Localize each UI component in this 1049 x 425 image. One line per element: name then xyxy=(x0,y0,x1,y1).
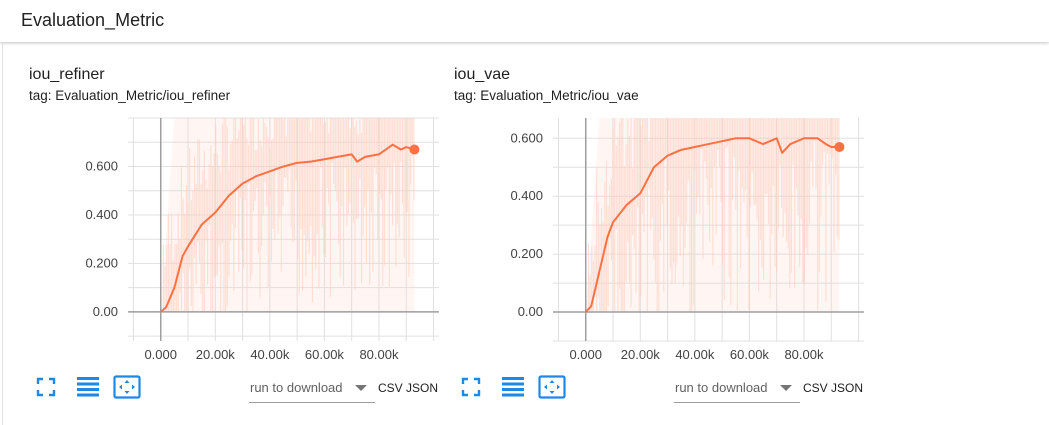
x-tick-label: 0.000 xyxy=(569,347,602,361)
x-tick-label: 20.00k xyxy=(621,347,661,361)
x-tick-label: 40.00k xyxy=(250,347,290,361)
json-link[interactable]: JSON xyxy=(831,381,864,395)
fit-domain-icon[interactable] xyxy=(538,374,566,400)
series-endpoint xyxy=(409,144,420,155)
csv-link[interactable]: CSV xyxy=(378,381,403,395)
y-tick-label: 0.00 xyxy=(93,304,118,319)
y-tick-label: 0.600 xyxy=(510,130,543,145)
download-run-label: run to download xyxy=(675,380,768,395)
x-tick-label: 40.00k xyxy=(675,347,715,361)
y-tick-label: 0.200 xyxy=(510,246,543,261)
chart-card-iou-vae: iou_vae tag: Evaluation_Metric/iou_vae 0… xyxy=(454,56,874,425)
json-link[interactable]: JSON xyxy=(406,381,439,395)
x-tick-label: 0.000 xyxy=(144,347,177,361)
group-header[interactable]: Evaluation_Metric xyxy=(0,0,1049,42)
dropdown-arrow-icon xyxy=(355,381,367,396)
card-tag: tag: Evaluation_Metric/iou_vae xyxy=(454,88,639,103)
x-tick-label: 20.00k xyxy=(196,347,236,361)
x-tick-label: 80.00k xyxy=(784,347,824,361)
card-tag: tag: Evaluation_Metric/iou_refiner xyxy=(29,88,231,103)
dropdown-arrow-icon xyxy=(780,381,792,396)
fullscreen-icon[interactable] xyxy=(32,374,60,400)
download-run-select[interactable]: run to download xyxy=(674,376,800,403)
series-endpoint xyxy=(834,141,845,152)
line-chart[interactable]: 0.00 0.200 0.400 0.600 0.000 20.00k 40.00k 60.0… xyxy=(29,116,449,361)
fullscreen-icon[interactable] xyxy=(457,374,485,400)
download-run-select[interactable]: run to download xyxy=(249,376,375,403)
series-line xyxy=(160,143,415,313)
download-run-label: run to download xyxy=(250,380,343,395)
list-icon[interactable] xyxy=(499,374,527,400)
csv-link[interactable]: CSV xyxy=(803,381,828,395)
y-tick-label: 0.400 xyxy=(85,207,118,222)
fit-domain-icon[interactable] xyxy=(113,374,141,400)
x-tick-label: 80.00k xyxy=(359,347,399,361)
y-tick-label: 0.200 xyxy=(85,255,118,270)
divider xyxy=(2,42,3,425)
x-tick-label: 60.00k xyxy=(305,347,345,361)
group-title: Evaluation_Metric xyxy=(21,10,165,30)
card-title: iou_refiner xyxy=(29,66,105,83)
line-chart[interactable]: 0.00 0.200 0.400 0.600 0.000 20.00k 40.00k 60.0… xyxy=(454,116,874,361)
card-title: iou_vae xyxy=(454,66,511,83)
chart-card-iou-refiner: iou_refiner tag: Evaluation_Metric/iou_r… xyxy=(29,56,449,425)
series-line xyxy=(585,137,840,313)
list-icon[interactable] xyxy=(74,374,102,400)
y-tick-label: 0.600 xyxy=(85,158,118,173)
y-tick-label: 0.00 xyxy=(518,304,543,319)
x-tick-label: 60.00k xyxy=(730,347,770,361)
y-tick-label: 0.400 xyxy=(510,188,543,203)
